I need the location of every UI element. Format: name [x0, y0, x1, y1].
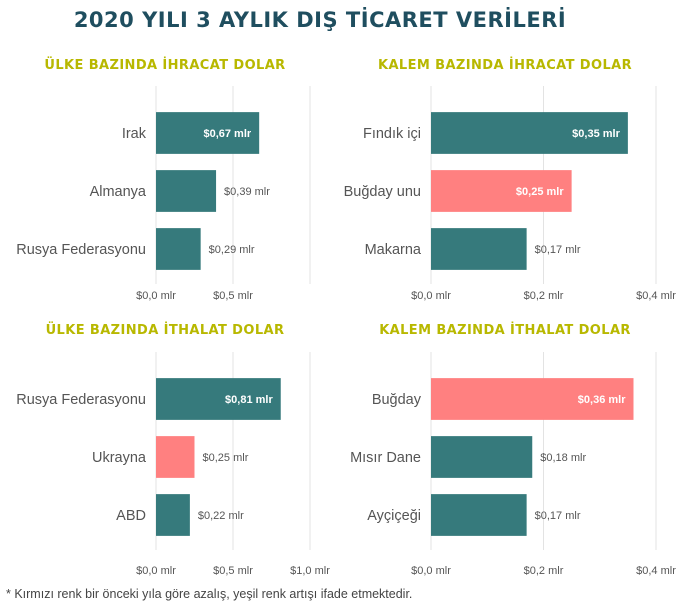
bar — [431, 170, 572, 212]
chart-title-item-export: KALEM BAZINDA İHRACAT DOLAR — [377, 58, 633, 73]
category-label: Buğday unu — [344, 184, 421, 200]
data-label: $0,25 mlr — [516, 186, 564, 198]
data-label: $0,17 mlr — [535, 244, 581, 256]
category-label: Ukrayna — [92, 450, 147, 466]
x-tick-label: $1,0 mlr — [290, 565, 330, 577]
x-tick-label: $0,4 mlr — [636, 565, 676, 577]
data-label: $0,25 mlr — [203, 452, 249, 464]
category-label: Fındık içi — [363, 126, 421, 142]
bar — [156, 228, 201, 270]
data-label: $0,18 mlr — [540, 452, 586, 464]
bar — [431, 436, 533, 478]
category-label: Buğday — [372, 392, 422, 408]
category-label: Makarna — [365, 242, 422, 258]
category-label: Almanya — [90, 184, 147, 200]
data-label: $0,67 mlr — [203, 128, 251, 140]
page-title: 2020 YILI 3 AYLIK DIŞ TİCARET VERİLERİ — [73, 8, 567, 32]
category-label: ABD — [116, 508, 146, 524]
x-tick-label: $0,2 mlr — [524, 565, 564, 577]
bar — [431, 494, 527, 536]
category-label: Irak — [122, 126, 147, 142]
footnote: * Kırmızı renk bir önceki yıla göre azal… — [6, 587, 413, 601]
x-tick-label: $0,5 mlr — [213, 565, 253, 577]
data-label: $0,36 mlr — [578, 394, 626, 406]
data-label: $0,17 mlr — [535, 510, 581, 522]
bar — [156, 170, 217, 212]
category-label: Ayçiçeği — [367, 508, 421, 524]
data-label: $0,29 mlr — [209, 244, 255, 256]
data-label: $0,39 mlr — [224, 186, 270, 198]
chart-title-country-import: ÜLKE BAZINDA İTHALAT DOLAR — [45, 323, 285, 338]
bar — [156, 378, 281, 420]
bar — [156, 112, 260, 154]
bar — [156, 436, 195, 478]
x-tick-label: $0,0 mlr — [136, 290, 176, 302]
bar — [431, 112, 628, 154]
x-tick-label: $0,4 mlr — [636, 290, 676, 302]
x-tick-label: $0,0 mlr — [411, 565, 451, 577]
data-label: $0,81 mlr — [225, 394, 273, 406]
x-tick-label: $0,5 mlr — [213, 290, 253, 302]
data-label: $0,22 mlr — [198, 510, 244, 522]
bar — [431, 228, 527, 270]
data-label: $0,35 mlr — [572, 128, 620, 140]
category-label: Rusya Federasyonu — [16, 242, 146, 258]
category-label: Mısır Dane — [350, 450, 421, 466]
bar — [431, 378, 634, 420]
category-label: Rusya Federasyonu — [16, 392, 146, 408]
chart-title-item-import: KALEM BAZINDA İTHALAT DOLAR — [379, 323, 631, 338]
x-tick-label: $0,2 mlr — [524, 290, 564, 302]
x-tick-label: $0,0 mlr — [136, 565, 176, 577]
x-tick-label: $0,0 mlr — [411, 290, 451, 302]
bar — [156, 494, 190, 536]
chart-title-country-export: ÜLKE BAZINDA İHRACAT DOLAR — [44, 58, 286, 73]
